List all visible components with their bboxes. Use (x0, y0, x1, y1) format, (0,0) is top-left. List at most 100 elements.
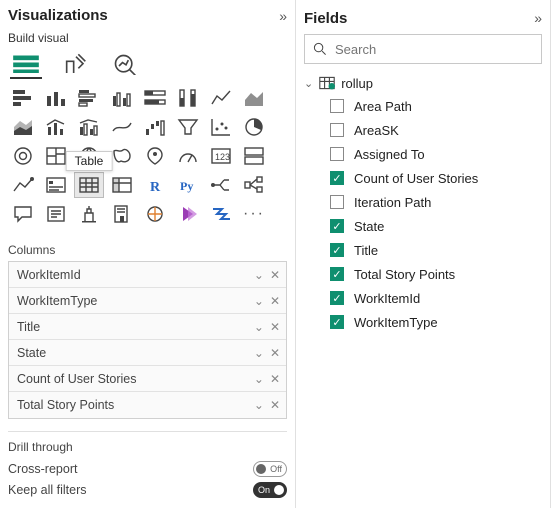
viz-powerapps-icon[interactable] (173, 201, 203, 227)
remove-icon[interactable]: ✕ (270, 294, 280, 308)
checkbox-icon[interactable] (330, 195, 344, 209)
field-item[interactable]: Assigned To (330, 142, 542, 166)
checkbox-icon[interactable]: ✓ (330, 243, 344, 257)
viz-python-icon[interactable]: Py (173, 172, 203, 198)
well-row[interactable]: WorkItemId⌄✕ (9, 262, 286, 288)
viz-powerautomate-icon[interactable] (206, 201, 236, 227)
viz-gallery: 123 Table R Py ··· (8, 81, 287, 235)
field-item[interactable]: ✓ Total Story Points (330, 262, 542, 286)
chevron-down-icon[interactable]: ⌄ (254, 294, 264, 308)
viz-donut-icon[interactable] (8, 143, 38, 169)
well-row[interactable]: Count of User Stories ⌄ ✕ (9, 366, 286, 392)
viz-line-clustered-icon[interactable] (74, 114, 104, 140)
viz-goals-icon[interactable] (74, 201, 104, 227)
table-icon (319, 76, 335, 90)
checkbox-icon[interactable]: ✓ (330, 171, 344, 185)
viz-matrix-icon[interactable] (107, 172, 137, 198)
columns-label: Columns (8, 243, 287, 257)
remove-icon[interactable]: ✕ (270, 398, 280, 412)
viz-100-column-icon[interactable] (173, 85, 203, 111)
viz-tooltip: Table (66, 151, 113, 171)
viz-ribbon-icon[interactable] (107, 114, 137, 140)
viz-multirow-card-icon[interactable] (239, 143, 269, 169)
collapse-viz-icon[interactable]: » (279, 8, 287, 24)
checkbox-icon[interactable]: ✓ (330, 291, 344, 305)
well-row[interactable]: State⌄✕ (9, 340, 286, 366)
checkbox-icon[interactable] (330, 123, 344, 137)
field-item[interactable]: ✓Title (330, 238, 542, 262)
field-item[interactable]: Area Path (330, 94, 542, 118)
remove-icon[interactable]: ✕ (270, 372, 280, 386)
well-row[interactable]: Total Story Points⌄✕ (9, 392, 286, 418)
tab-format-icon[interactable] (62, 51, 90, 75)
well-row[interactable]: WorkItemType⌄✕ (9, 288, 286, 314)
viz-scatter-icon[interactable] (206, 114, 236, 140)
viz-paginated-icon[interactable] (107, 201, 137, 227)
field-item[interactable]: AreaSK (330, 118, 542, 142)
well-field: Title (17, 320, 40, 334)
field-item[interactable]: ✓State (330, 214, 542, 238)
svg-text:Py: Py (180, 179, 193, 193)
checkbox-icon[interactable]: ✓ (330, 315, 344, 329)
viz-title: Visualizations (8, 7, 108, 24)
remove-icon[interactable]: ✕ (270, 268, 280, 282)
viz-clustered-bar-icon[interactable] (74, 85, 104, 111)
viz-pie-icon[interactable] (239, 114, 269, 140)
viz-stacked-area-icon[interactable] (8, 114, 38, 140)
tab-build-icon[interactable] (12, 51, 40, 75)
keep-filters-toggle[interactable]: On (253, 482, 287, 498)
viz-clustered-column-icon[interactable] (107, 85, 137, 111)
chevron-down-icon[interactable]: ⌄ (254, 320, 264, 334)
fields-header: Fields » (304, 6, 542, 30)
viz-line-column-icon[interactable] (41, 114, 71, 140)
chevron-down-icon[interactable]: ⌄ (254, 398, 264, 412)
chevron-down-icon[interactable]: ⌄ (254, 372, 264, 386)
fields-pane: Fields » ⌄ rollup Area PathAreaSK Assigne… (296, 0, 551, 508)
viz-qna-icon[interactable] (8, 201, 38, 227)
viz-waterfall-icon[interactable] (140, 114, 170, 140)
field-item[interactable]: ✓WorkItemId (330, 286, 542, 310)
cross-report-toggle[interactable]: Off (253, 461, 287, 477)
table-node[interactable]: ⌄ rollup (304, 72, 542, 94)
chevron-down-icon[interactable]: ⌄ (254, 346, 264, 360)
viz-funnel-icon[interactable] (173, 114, 203, 140)
checkbox-icon[interactable] (330, 147, 344, 161)
chevron-down-icon[interactable]: ⌄ (254, 268, 264, 282)
field-label: Total Story Points (354, 267, 455, 282)
viz-stacked-column-icon[interactable] (41, 85, 71, 111)
checkbox-icon[interactable]: ✓ (330, 219, 344, 233)
viz-slicer-icon[interactable] (41, 172, 71, 198)
search-input[interactable] (333, 41, 533, 58)
viz-kpi-icon[interactable] (8, 172, 38, 198)
cross-report-label: Cross-report (8, 462, 77, 476)
remove-icon[interactable]: ✕ (270, 320, 280, 334)
well-row[interactable]: Title ⌄ ✕ (9, 314, 286, 340)
viz-gauge-icon[interactable] (173, 143, 203, 169)
collapse-fields-icon[interactable]: » (534, 10, 542, 26)
remove-icon[interactable]: ✕ (270, 346, 280, 360)
field-item[interactable]: Iteration Path (330, 190, 542, 214)
viz-card-icon[interactable]: 123 (206, 143, 236, 169)
checkbox-icon[interactable] (330, 99, 344, 113)
viz-shape-map-icon[interactable] (140, 143, 170, 169)
well-field: Count of User Stories (17, 372, 137, 386)
viz-smart-narrative-icon[interactable] (41, 201, 71, 227)
checkbox-icon[interactable]: ✓ (330, 267, 344, 281)
tab-analytics-icon[interactable] (112, 51, 140, 75)
viz-r-icon[interactable]: R (140, 172, 170, 198)
viz-stacked-bar-icon[interactable] (8, 85, 38, 111)
columns-well: WorkItemId⌄✕ WorkItemType⌄✕ Title⌄✕ Stat… (8, 261, 287, 419)
viz-100-bar-icon[interactable] (140, 85, 170, 111)
viz-key-influencers-icon[interactable] (206, 172, 236, 198)
search-box[interactable] (304, 34, 542, 64)
viz-more-icon[interactable]: ··· (239, 201, 269, 227)
viz-decomposition-icon[interactable] (239, 172, 269, 198)
viz-table-icon[interactable]: Table (74, 172, 104, 198)
viz-arcgis-icon[interactable] (140, 201, 170, 227)
field-item[interactable]: ✓Count of User Stories (330, 166, 542, 190)
viz-area-icon[interactable] (239, 85, 269, 111)
field-label: Assigned To (354, 147, 425, 162)
field-item[interactable]: ✓WorkItemType (330, 310, 542, 334)
field-list: Area PathAreaSK Assigned To ✓Count of User… (304, 94, 542, 334)
viz-line-icon[interactable] (206, 85, 236, 111)
